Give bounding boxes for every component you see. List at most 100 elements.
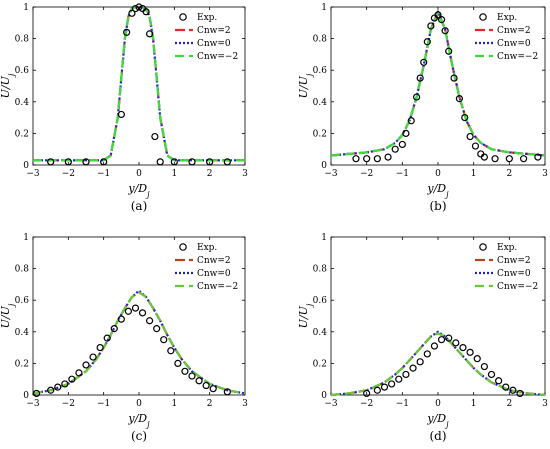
x-tick-label: −2 (360, 399, 373, 409)
legend-marker-exp (179, 13, 187, 21)
x-tick-label: −1 (97, 399, 110, 409)
exp-data-point (502, 383, 510, 391)
exp-data-point (534, 153, 542, 161)
exp-data-point (495, 377, 503, 385)
series-line-cnw-neg2 (33, 5, 245, 162)
exp-data-point (124, 307, 132, 315)
y-tick-label: 0.8 (15, 265, 30, 275)
exp-data-point (505, 155, 513, 163)
exp-data-point (167, 347, 175, 355)
x-tick-label: 3 (242, 399, 248, 409)
exp-data-point (473, 355, 481, 363)
x-tick-label: 1 (471, 399, 477, 409)
exp-data-point (509, 386, 517, 394)
exp-data-point (450, 74, 458, 82)
exp-data-point (480, 362, 488, 371)
exp-data-point (380, 383, 389, 391)
exp-data-point (61, 380, 69, 388)
exp-data-point (110, 325, 118, 333)
exp-data-point (100, 158, 108, 166)
exp-data-point (223, 388, 231, 396)
legend-label-cnw-neg2: Cnw=−2 (197, 52, 238, 62)
y-axis-label: U/Uj (0, 73, 16, 98)
exp-data-point (160, 336, 168, 344)
exp-data-point (373, 386, 381, 394)
exp-data-point (54, 383, 62, 391)
x-tick-label: 0 (435, 169, 441, 179)
x-tick-label: 2 (207, 169, 213, 179)
exp-data-point (47, 386, 55, 394)
exp-data-point (445, 47, 453, 55)
exp-data-point (423, 38, 431, 46)
x-tick-label: 2 (506, 169, 512, 179)
exp-data-point (452, 339, 460, 347)
exp-data-point (138, 309, 147, 317)
y-tick-label: 1 (321, 3, 327, 13)
exp-data-point (402, 370, 410, 379)
y-tick-label: 0.2 (15, 129, 29, 139)
exp-data-point (420, 58, 428, 66)
exp-data-point (170, 158, 178, 166)
exp-data-point (416, 358, 424, 366)
exp-data-point (519, 155, 528, 163)
exp-data-point (466, 132, 474, 141)
x-tick-label: −2 (62, 399, 75, 409)
exp-data-point (423, 350, 431, 358)
y-tick-label: 0 (23, 391, 29, 401)
x-axis-label: y/Dj (426, 412, 449, 429)
y-tick-label: 0.2 (313, 129, 327, 139)
y-axis-label: U/Uj (297, 73, 314, 98)
x-axis-label: y/Dj (426, 182, 449, 199)
panel-caption: (d) (429, 429, 446, 443)
y-tick-label: 0.6 (15, 296, 30, 306)
exp-data-point (413, 93, 421, 101)
exp-data-point (516, 389, 524, 398)
exp-data-point (223, 158, 231, 166)
series-line-cnw-2 (330, 332, 546, 397)
exp-data-point (156, 158, 164, 166)
legend-label-cnw-neg2: Cnw=−2 (497, 52, 538, 62)
y-tick-label: 0.8 (313, 35, 328, 45)
y-tick-label: 0.6 (313, 66, 328, 76)
exp-data-point (32, 389, 41, 398)
legend-label-exp: Exp. (197, 243, 217, 253)
exp-data-point (89, 353, 97, 361)
x-tick-label: 1 (171, 169, 177, 179)
y-tick-label: 0 (321, 161, 327, 171)
x-tick-label: 0 (435, 399, 441, 409)
exp-data-point (487, 370, 496, 379)
exp-data-point (188, 158, 196, 166)
x-tick-label: −2 (62, 169, 75, 179)
exp-data-point (82, 361, 90, 369)
x-tick-label: −3 (26, 169, 40, 179)
legend-label-cnw-0: Cnw=0 (497, 39, 531, 49)
x-tick-label: 3 (542, 399, 548, 409)
x-tick-label: −3 (324, 399, 338, 409)
exp-data-point (395, 375, 403, 383)
y-tick-label: 0 (23, 161, 29, 171)
exp-data-point (402, 129, 410, 137)
exp-data-point (146, 30, 154, 38)
exp-data-point (388, 380, 396, 388)
x-tick-label: 3 (242, 169, 248, 179)
exp-data-point (430, 342, 439, 350)
series-line-cnw-0 (330, 330, 546, 397)
legend-label-cnw-2: Cnw=2 (497, 256, 531, 266)
exp-data-point (416, 74, 424, 82)
exp-data-point (461, 113, 469, 122)
exp-data-point (391, 145, 399, 153)
series-line-cnw-neg2 (32, 291, 246, 395)
exp-data-point (64, 158, 72, 166)
exp-data-point (437, 336, 446, 344)
y-tick-label: 0.2 (313, 359, 327, 369)
x-tick-label: 3 (542, 169, 548, 179)
legend-label-cnw-0: Cnw=0 (197, 269, 231, 279)
x-axis-label: y/Dj (127, 182, 150, 199)
exp-data-point (82, 158, 90, 166)
y-tick-label: 1 (321, 233, 327, 243)
legend-label-exp: Exp. (497, 13, 517, 23)
exp-data-point (117, 110, 125, 119)
exp-data-point (363, 155, 371, 163)
y-tick-label: 0.4 (313, 98, 328, 108)
